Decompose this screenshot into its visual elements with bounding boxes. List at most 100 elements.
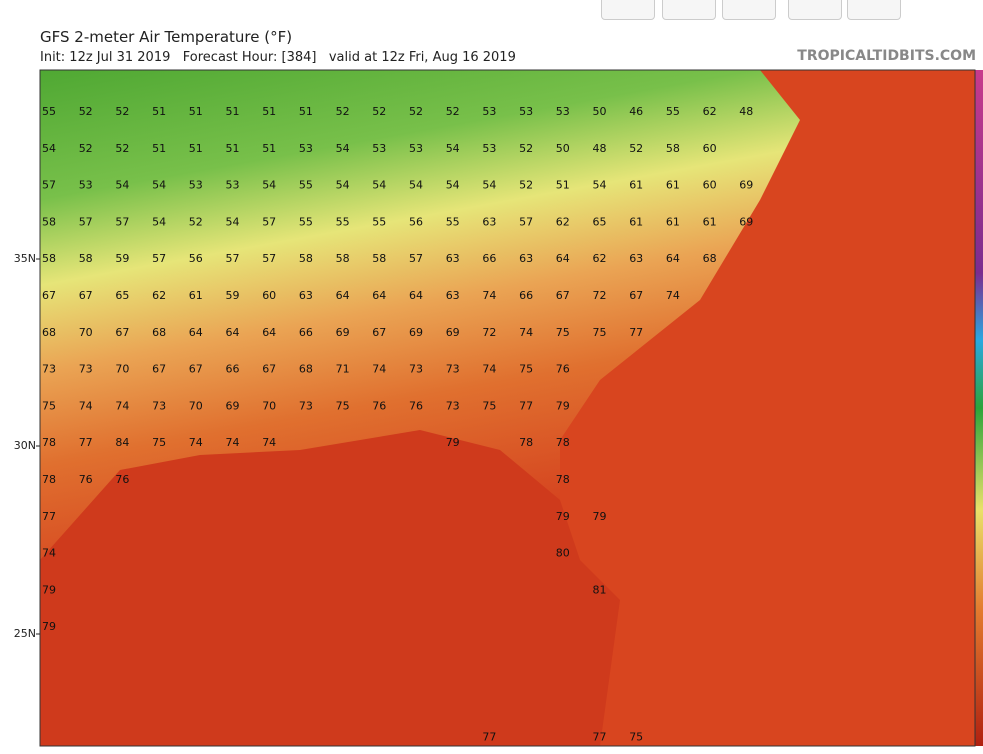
- temp-label: 69: [446, 326, 460, 339]
- temp-label: 55: [666, 105, 680, 118]
- temp-label: 79: [42, 583, 56, 596]
- temp-label: 78: [42, 473, 56, 486]
- temp-label: 74: [482, 363, 496, 376]
- temp-label: 78: [519, 436, 533, 449]
- temp-label: 58: [336, 252, 350, 265]
- temp-label: 79: [556, 510, 570, 523]
- temp-label: 64: [666, 252, 680, 265]
- temp-label: 51: [152, 142, 166, 155]
- temp-label: 75: [519, 363, 533, 376]
- map-frame: [39, 69, 976, 747]
- temp-label: 77: [482, 731, 496, 744]
- temp-label: 57: [519, 215, 533, 228]
- temp-label: 54: [482, 179, 496, 192]
- temp-label: 69: [739, 215, 753, 228]
- temp-label: 57: [42, 179, 56, 192]
- temp-label: 84: [115, 436, 129, 449]
- temp-label: 67: [189, 363, 203, 376]
- temp-label: 68: [42, 326, 56, 339]
- temp-label: 58: [372, 252, 386, 265]
- temp-label: 79: [446, 436, 460, 449]
- temp-label: 75: [336, 399, 350, 412]
- temp-label: 54: [152, 179, 166, 192]
- temp-label: 54: [336, 179, 350, 192]
- temp-label: 73: [42, 363, 56, 376]
- temp-label: 68: [299, 363, 313, 376]
- temp-label: 74: [262, 436, 276, 449]
- temp-label: 74: [42, 547, 56, 560]
- temp-label: 63: [629, 252, 643, 265]
- temp-label: 46: [629, 105, 643, 118]
- temp-label: 61: [703, 215, 717, 228]
- temp-label: 64: [226, 326, 240, 339]
- button[interactable]: [788, 0, 842, 20]
- temp-label: 75: [152, 436, 166, 449]
- temp-label: 74: [189, 436, 203, 449]
- temp-label: 57: [409, 252, 423, 265]
- prev-button[interactable]: [601, 0, 655, 20]
- temp-label: 52: [446, 105, 460, 118]
- subtitle: Init: 12z Jul 31 2019 Forecast Hour: [38…: [40, 50, 516, 65]
- temp-label: 65: [593, 215, 607, 228]
- temp-label: 73: [446, 399, 460, 412]
- temp-label: 76: [409, 399, 423, 412]
- temp-label: 73: [409, 363, 423, 376]
- temp-label: 65: [115, 289, 129, 302]
- temp-label: 73: [79, 363, 93, 376]
- temp-label: 53: [482, 105, 496, 118]
- temp-label: 52: [115, 142, 129, 155]
- temp-label: 68: [703, 252, 717, 265]
- temp-label: 62: [152, 289, 166, 302]
- temp-label: 52: [409, 105, 423, 118]
- temp-label: 60: [262, 289, 276, 302]
- temp-label: 52: [519, 142, 533, 155]
- temp-label: 60: [703, 179, 717, 192]
- temp-label: 54: [115, 179, 129, 192]
- temp-label: 69: [226, 399, 240, 412]
- temp-label: 73: [299, 399, 313, 412]
- temp-label: 64: [336, 289, 350, 302]
- button[interactable]: [847, 0, 901, 20]
- temp-label: 55: [446, 215, 460, 228]
- temp-label: 51: [226, 105, 240, 118]
- temp-label: 74: [226, 436, 240, 449]
- temp-label: 63: [519, 252, 533, 265]
- title: GFS 2-meter Air Temperature (°F): [40, 28, 293, 46]
- temp-label: 53: [519, 105, 533, 118]
- temp-label: 54: [593, 179, 607, 192]
- next-button[interactable]: [722, 0, 776, 20]
- temp-label: 52: [115, 105, 129, 118]
- temp-label: 53: [482, 142, 496, 155]
- temp-label: 70: [115, 363, 129, 376]
- temp-label: 74: [482, 289, 496, 302]
- temp-label: 62: [703, 105, 717, 118]
- temp-label: 64: [189, 326, 203, 339]
- temp-label: 57: [262, 215, 276, 228]
- temp-label: 74: [519, 326, 533, 339]
- temp-label: 51: [262, 105, 276, 118]
- temp-label: 67: [115, 326, 129, 339]
- temp-label: 51: [556, 179, 570, 192]
- temp-label: 52: [519, 179, 533, 192]
- temp-label: 74: [666, 289, 680, 302]
- temp-label: 56: [189, 252, 203, 265]
- temp-label: 59: [226, 289, 240, 302]
- temp-label: 75: [482, 399, 496, 412]
- temp-label: 58: [666, 142, 680, 155]
- temp-label: 62: [556, 215, 570, 228]
- temp-label: 51: [152, 105, 166, 118]
- temp-label: 55: [42, 105, 56, 118]
- play-button[interactable]: [662, 0, 716, 20]
- temp-label: 53: [226, 179, 240, 192]
- temp-label: 66: [226, 363, 240, 376]
- temp-label: 51: [189, 142, 203, 155]
- temp-label: 76: [556, 363, 570, 376]
- temp-label: 59: [115, 252, 129, 265]
- temp-label: 72: [482, 326, 496, 339]
- temp-label: 53: [409, 142, 423, 155]
- temp-label: 80: [556, 547, 570, 560]
- temp-label: 70: [189, 399, 203, 412]
- temp-label: 64: [409, 289, 423, 302]
- temp-label: 58: [42, 215, 56, 228]
